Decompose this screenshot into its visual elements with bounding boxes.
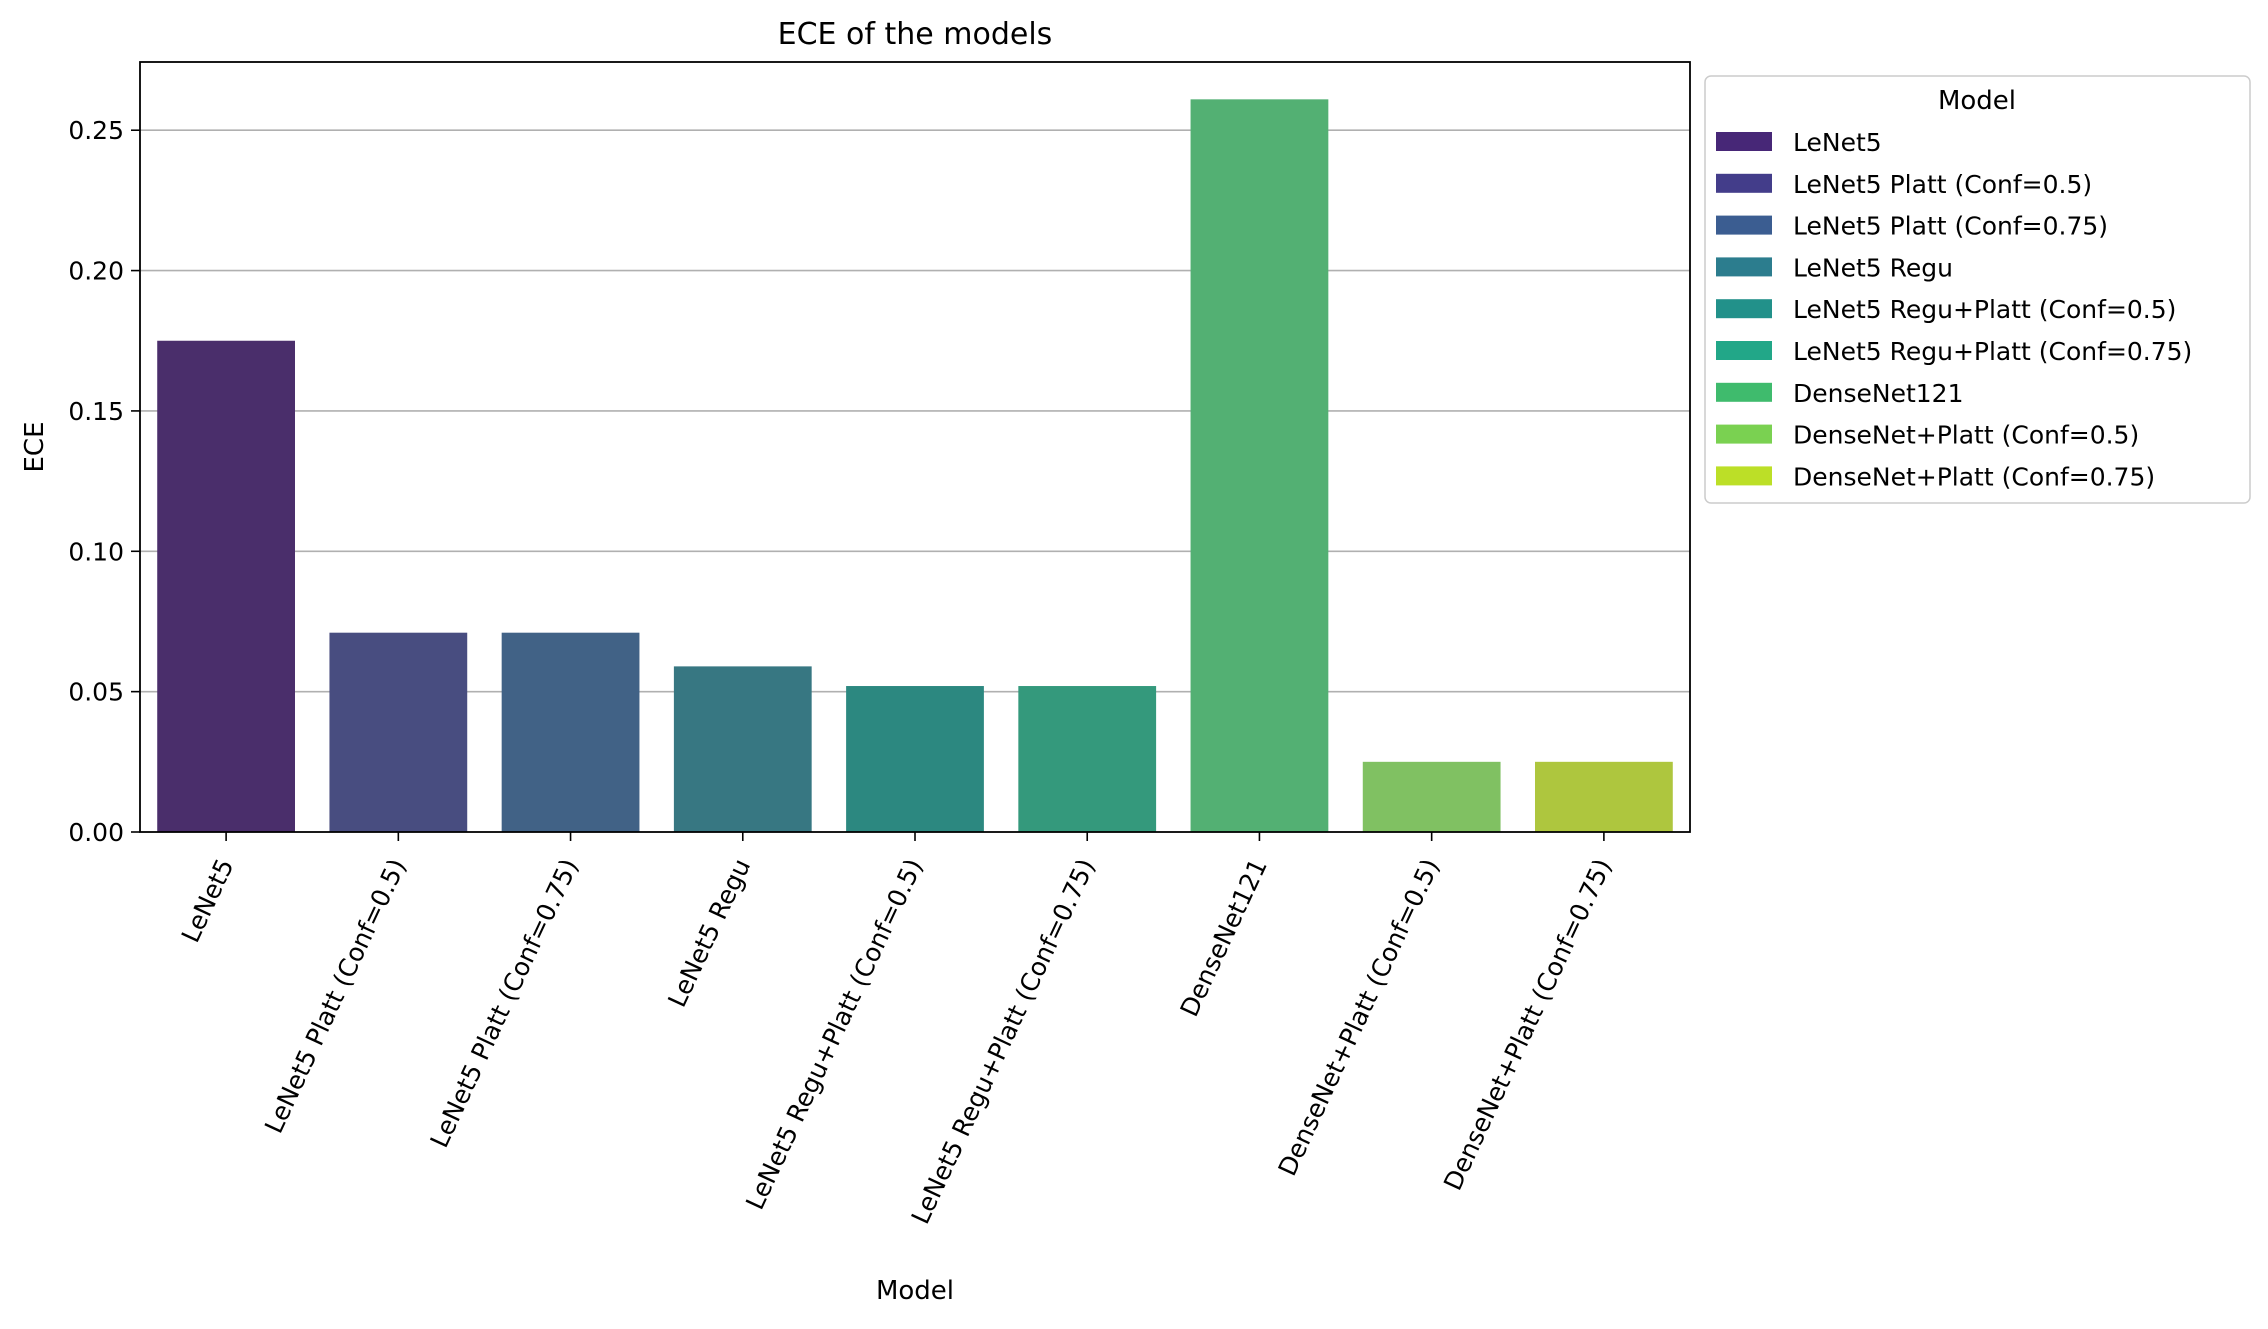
legend-swatch: [1716, 424, 1772, 444]
legend-entry-label: LeNet5 Platt (Conf=0.5): [1793, 170, 2092, 199]
bar: [1018, 686, 1157, 832]
legend-frame: [1704, 75, 2251, 504]
y-tick-label: 0.10: [68, 537, 124, 566]
y-tick-label: 0.15: [68, 397, 124, 426]
legend-title: Model: [1938, 86, 2016, 116]
legend-entry-label: LeNet5 Regu: [1793, 253, 1953, 282]
y-tick-label: 0.05: [68, 678, 124, 707]
legend-swatch: [1716, 173, 1772, 193]
bar: [157, 340, 295, 832]
y-tick-label: 0.20: [68, 257, 124, 286]
legend-swatch: [1716, 466, 1772, 486]
legend-entry-label: DenseNet+Platt (Conf=0.5): [1793, 421, 2139, 450]
chart-title: ECE of the models: [778, 17, 1053, 52]
y-axis-label: ECE: [20, 421, 50, 472]
legend-entry-label: LeNet5 Regu+Platt (Conf=0.75): [1793, 337, 2192, 366]
y-tick-label: 0.25: [68, 116, 124, 145]
bars: [157, 99, 1673, 833]
y-tick-label: 0.00: [68, 818, 124, 847]
bar: [673, 666, 812, 832]
bar: [1535, 761, 1673, 832]
bar: [1190, 99, 1329, 833]
legend-swatch: [1716, 299, 1772, 319]
legend-entry-label: LeNet5 Regu+Platt (Conf=0.5): [1793, 295, 2176, 324]
legend-swatch: [1716, 215, 1772, 235]
bar: [501, 632, 640, 832]
bar: [329, 632, 468, 832]
legend-entry-label: DenseNet+Platt (Conf=0.75): [1793, 462, 2155, 491]
bar: [1362, 761, 1501, 832]
y-axis-ticks: 0.00 0.05 0.10 0.15 0.20 0.25: [68, 116, 140, 847]
legend-swatch: [1716, 382, 1772, 402]
legend-swatch: [1716, 341, 1772, 360]
x-axis-label: Model: [876, 1276, 954, 1306]
legend-entry-label: LeNet5 Platt (Conf=0.75): [1793, 212, 2108, 241]
legend-swatch: [1716, 132, 1772, 151]
legend-items: LeNet5 LeNet5 Platt (Conf=0.5) LeNet5 Plat…: [1716, 128, 2192, 491]
legend-entry-label: LeNet5: [1793, 128, 1882, 157]
legend-entry-label: DenseNet121: [1793, 379, 1963, 408]
bar: [846, 686, 984, 832]
legend-swatch: [1716, 257, 1772, 277]
